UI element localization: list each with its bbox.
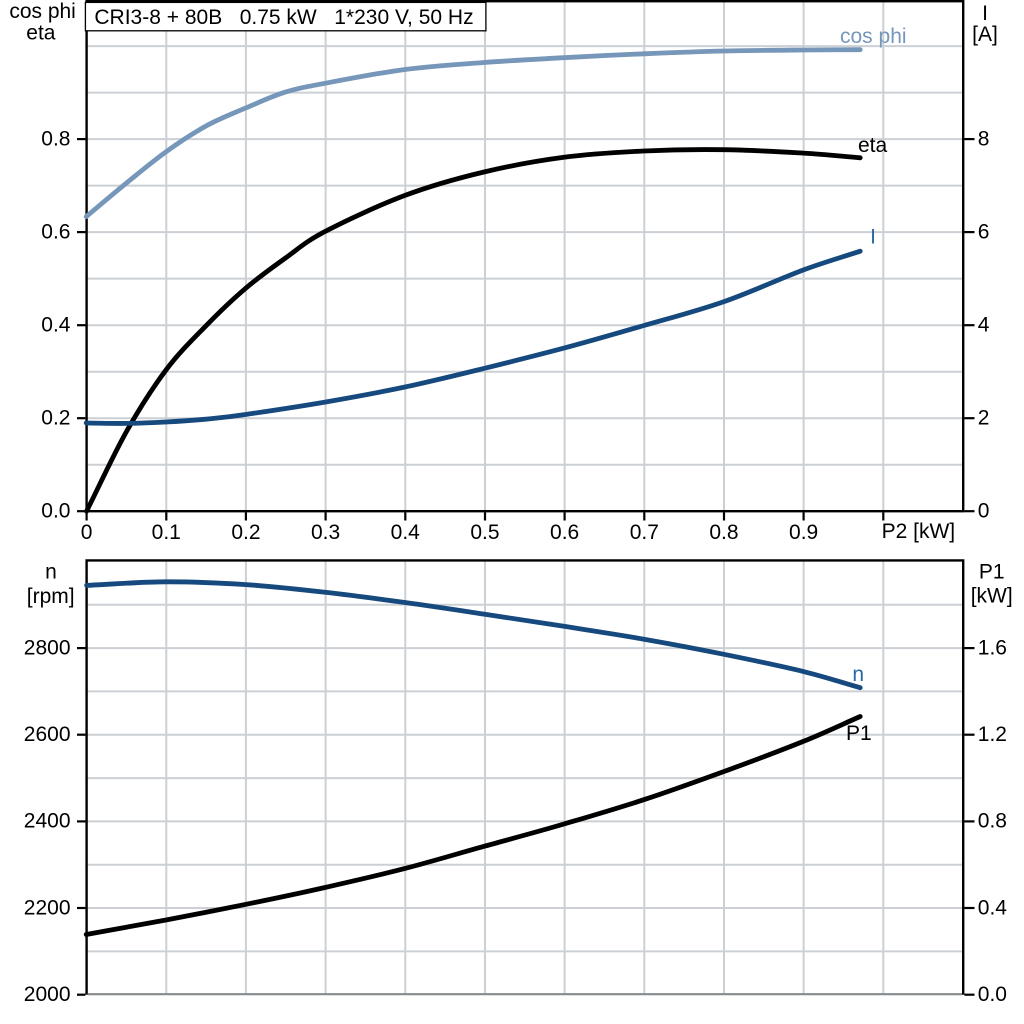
svg-text:0.2: 0.2 xyxy=(231,521,260,544)
svg-text:0.8: 0.8 xyxy=(709,521,738,544)
svg-text:2800: 2800 xyxy=(24,636,71,659)
svg-text:0.6: 0.6 xyxy=(41,220,70,243)
svg-text:4: 4 xyxy=(978,313,990,336)
svg-text:CRI3-8 + 80B 0.75 kW 1*230: CRI3-8 + 80B 0.75 kW 1*230 V, 50 Hz xyxy=(94,6,473,29)
svg-text:2600: 2600 xyxy=(24,723,71,746)
svg-text:n: n xyxy=(45,561,57,584)
svg-text:6: 6 xyxy=(978,220,990,243)
svg-text:0.0: 0.0 xyxy=(978,983,1007,1006)
svg-text:2000: 2000 xyxy=(24,983,71,1006)
svg-text:I: I xyxy=(982,2,988,25)
svg-text:0: 0 xyxy=(978,500,990,523)
svg-text:P1: P1 xyxy=(846,722,872,745)
svg-text:0.4: 0.4 xyxy=(41,313,71,336)
svg-text:P2 [kW]: P2 [kW] xyxy=(882,520,956,543)
svg-text:0.4: 0.4 xyxy=(391,521,421,544)
svg-text:0.4: 0.4 xyxy=(978,896,1008,919)
svg-text:0.0: 0.0 xyxy=(41,500,70,523)
svg-text:0.2: 0.2 xyxy=(41,406,70,429)
svg-text:2200: 2200 xyxy=(24,896,71,919)
svg-text:2400: 2400 xyxy=(24,810,71,833)
svg-text:1.6: 1.6 xyxy=(978,636,1007,659)
svg-text:8: 8 xyxy=(978,127,990,150)
svg-text:[rpm]: [rpm] xyxy=(27,585,75,608)
svg-text:n: n xyxy=(852,663,864,686)
svg-text:eta: eta xyxy=(858,134,888,157)
svg-text:0.7: 0.7 xyxy=(630,521,659,544)
svg-text:eta: eta xyxy=(26,22,56,45)
svg-text:cos phi: cos phi xyxy=(9,0,76,23)
svg-text:cos phi: cos phi xyxy=(840,25,907,48)
svg-text:[A]: [A] xyxy=(972,23,998,46)
svg-text:0: 0 xyxy=(81,521,93,544)
svg-text:[kW]: [kW] xyxy=(971,585,1013,608)
svg-text:0.6: 0.6 xyxy=(550,521,579,544)
svg-text:0.9: 0.9 xyxy=(789,521,818,544)
svg-text:0.1: 0.1 xyxy=(152,521,181,544)
svg-text:2: 2 xyxy=(978,406,990,429)
svg-text:0.3: 0.3 xyxy=(311,521,340,544)
svg-text:0.5: 0.5 xyxy=(470,521,499,544)
svg-text:1.2: 1.2 xyxy=(978,723,1007,746)
svg-text:P1: P1 xyxy=(979,561,1005,584)
svg-text:0.8: 0.8 xyxy=(41,127,70,150)
svg-text:I: I xyxy=(870,226,876,249)
svg-text:0.8: 0.8 xyxy=(978,810,1007,833)
